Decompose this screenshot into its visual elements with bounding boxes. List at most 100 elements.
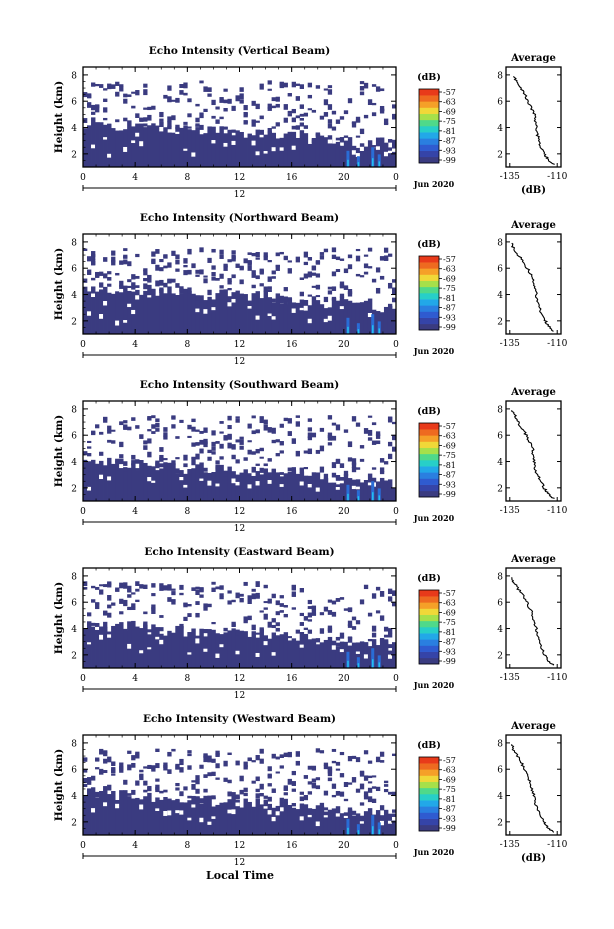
- heatmap-cell: [275, 439, 280, 443]
- heatmap-gap: [359, 146, 365, 151]
- heatmap-cell: [159, 267, 164, 272]
- heatmap-cell: [135, 90, 140, 96]
- heatmap-cell: [227, 433, 232, 440]
- heatmap-cell: [195, 464, 200, 470]
- heatmap-cell: [331, 640, 337, 645]
- heatmap-cell: [371, 145, 377, 148]
- heatmap-cell: [299, 291, 304, 297]
- heatmap-streak: [356, 490, 360, 501]
- heatmap-cell: [83, 248, 88, 251]
- heatmap-cell: [183, 270, 188, 276]
- heatmap-cell: [331, 794, 337, 798]
- heatmap-cell: [131, 91, 136, 94]
- heatmap-cell: [111, 625, 116, 668]
- heatmap-cell: [147, 125, 152, 167]
- heatmap-cell: [111, 84, 116, 89]
- heatmap-cell: [255, 471, 260, 501]
- heatmap-gap: [107, 153, 112, 158]
- heatmap-cell: [367, 638, 373, 642]
- heatmap-cell: [239, 439, 244, 445]
- heatmap-cell: [183, 602, 188, 608]
- heatmap-cell: [123, 248, 128, 252]
- heatmap-cell: [343, 608, 349, 611]
- heatmap-cell: [235, 416, 240, 419]
- heatmap-cell: [347, 254, 353, 259]
- colorbar-segment: [419, 490, 439, 498]
- heatmap-cell: [143, 462, 148, 501]
- heatmap-cell: [307, 257, 313, 261]
- heatmap-cell: [147, 274, 152, 279]
- heatmap-cell: [187, 126, 192, 129]
- heatmap-cell: [299, 277, 304, 280]
- heatmap-cell: [343, 140, 349, 167]
- heatmap-cell: [91, 117, 96, 167]
- heatmap-cell: [127, 279, 132, 283]
- heatmap-gap: [139, 141, 144, 147]
- heatmap-cell: [383, 306, 389, 334]
- heatmap-cell: [99, 584, 104, 587]
- heatmap-cell: [171, 132, 176, 167]
- heatmap-cell: [127, 764, 132, 771]
- heatmap-cell: [143, 89, 148, 96]
- colorbar-tick-label: -81: [443, 628, 456, 637]
- heatmap-streak: [378, 662, 381, 668]
- heatmap-cell: [127, 588, 132, 592]
- heatmap-gap: [215, 653, 220, 658]
- heatmap-gap: [203, 309, 208, 314]
- heatmap-cell: [303, 273, 309, 279]
- heatmap-cell: [339, 635, 345, 639]
- heatmap-cell: [339, 641, 345, 668]
- heatmap-cell: [267, 286, 272, 290]
- heatmap-cell: [203, 275, 208, 278]
- heatmap-cell: [255, 463, 260, 466]
- heatmap-cell: [211, 587, 216, 592]
- heatmap-cell: [103, 465, 108, 469]
- heatmap-cell: [299, 117, 304, 121]
- heatmap-cell: [195, 117, 200, 123]
- heatmap-cell: [299, 467, 304, 471]
- heatmap-cell: [147, 629, 152, 633]
- heatmap-cell: [259, 417, 264, 424]
- heatmap-gap: [247, 306, 252, 309]
- x-tick-label: 4: [132, 841, 138, 851]
- heatmap-cell: [207, 630, 212, 668]
- heatmap-gap: [315, 487, 321, 492]
- heatmap-cell: [231, 628, 236, 632]
- heatmap-cell: [183, 454, 188, 461]
- heatmap-cell: [251, 430, 256, 435]
- heatmap-cell: [359, 81, 365, 85]
- heatmap-cell: [131, 126, 136, 167]
- heatmap-cell: [143, 789, 148, 793]
- heatmap-cell: [143, 621, 148, 625]
- heatmap-cell: [375, 786, 381, 792]
- heatmap-streak: [378, 161, 381, 167]
- colorbar-segment: [419, 781, 439, 789]
- heatmap-cell: [259, 283, 264, 287]
- colorbar-tick-label: -63: [443, 98, 456, 107]
- heatmap-cell: [151, 288, 156, 295]
- heatmap-cell: [91, 254, 96, 260]
- heatmap-cell: [135, 470, 140, 501]
- heatmap-cell: [191, 457, 196, 463]
- heatmap-cell: [327, 809, 333, 835]
- heatmap-cell: [327, 89, 333, 95]
- heatmap-cell: [207, 629, 212, 634]
- heatmap-gap: [119, 464, 124, 469]
- heatmap-cell: [191, 795, 196, 835]
- heatmap-cell: [327, 286, 333, 290]
- heatmap-cell: [303, 633, 309, 668]
- heatmap-cell: [283, 257, 288, 261]
- heatmap-cell: [199, 448, 204, 454]
- heatmap-streak: [346, 150, 350, 167]
- heatmap-cell: [291, 108, 296, 114]
- heatmap-cell: [163, 585, 168, 591]
- heatmap-cell: [307, 432, 313, 438]
- heatmap-cell: [307, 108, 313, 111]
- heatmap-cell: [247, 302, 252, 334]
- heatmap-cell: [311, 285, 317, 288]
- heatmap-cell: [295, 415, 300, 418]
- heatmap-cell: [335, 303, 341, 334]
- heatmap-cell: [387, 303, 393, 309]
- heatmap-cell: [211, 299, 216, 334]
- heatmap-cell: [359, 802, 365, 806]
